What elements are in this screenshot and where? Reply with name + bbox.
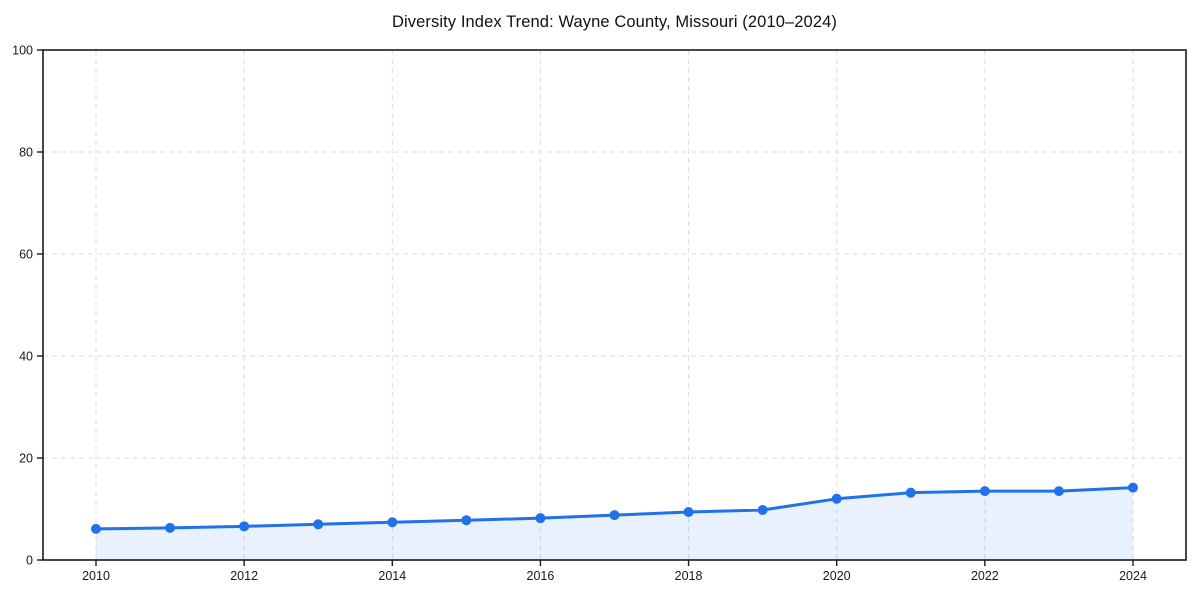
x-tick-label: 2012 bbox=[230, 569, 258, 583]
x-tick-label: 2020 bbox=[823, 569, 851, 583]
y-tick-label: 40 bbox=[19, 350, 33, 364]
data-point bbox=[979, 486, 990, 497]
data-point bbox=[905, 487, 916, 498]
data-point bbox=[461, 515, 472, 526]
chart-title: Diversity Index Trend: Wayne County, Mis… bbox=[392, 13, 837, 31]
data-point bbox=[387, 517, 398, 528]
data-point bbox=[1128, 482, 1138, 493]
plot-border bbox=[42, 49, 1187, 561]
data-point bbox=[313, 519, 324, 530]
data-point bbox=[757, 505, 768, 516]
y-tick-label: 60 bbox=[19, 248, 33, 262]
area-fill bbox=[96, 487, 1133, 560]
x-tick-label: 2014 bbox=[378, 569, 406, 583]
x-tick-label: 2018 bbox=[675, 569, 703, 583]
x-tick-label: 2022 bbox=[971, 569, 999, 583]
y-tick-label: 20 bbox=[19, 452, 33, 466]
y-tick-label: 0 bbox=[26, 554, 33, 568]
data-point bbox=[535, 513, 546, 524]
y-tick-label: 100 bbox=[12, 44, 33, 58]
data-point bbox=[165, 522, 176, 533]
data-point bbox=[683, 507, 694, 518]
x-tick-label: 2016 bbox=[527, 569, 555, 583]
data-point bbox=[831, 493, 842, 504]
x-tick-label: 2024 bbox=[1119, 569, 1147, 583]
x-tick-label: 2010 bbox=[82, 569, 110, 583]
y-tick-label: 80 bbox=[19, 146, 33, 160]
data-point bbox=[609, 510, 620, 521]
data-point bbox=[91, 523, 101, 534]
data-point bbox=[1053, 486, 1064, 497]
data-point bbox=[239, 521, 250, 532]
